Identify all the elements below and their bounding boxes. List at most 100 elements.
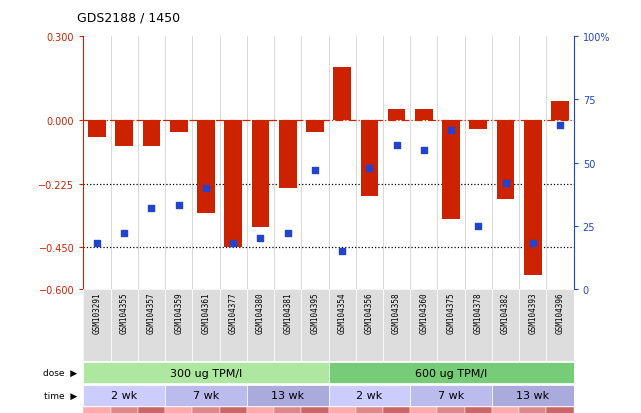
Bar [497, 121, 515, 199]
Text: GSM104393: GSM104393 [528, 291, 537, 333]
Bar [219, 407, 247, 413]
Bar [165, 407, 192, 413]
Bar [329, 407, 356, 413]
Point [364, 165, 374, 171]
Bar [88, 121, 106, 138]
Bar [465, 407, 492, 413]
Text: GSM104381: GSM104381 [283, 291, 292, 333]
Text: GSM104395: GSM104395 [310, 291, 319, 333]
Bar [192, 289, 219, 361]
Text: GSM104358: GSM104358 [392, 291, 401, 333]
Bar [356, 289, 383, 361]
Bar [438, 407, 465, 413]
Bar [83, 289, 111, 361]
Bar [251, 121, 269, 228]
Bar [219, 289, 247, 361]
Text: 13 wk: 13 wk [516, 390, 549, 401]
Bar [170, 121, 188, 132]
Point [92, 240, 102, 247]
Text: GSM104354: GSM104354 [338, 291, 347, 333]
Bar [469, 121, 487, 130]
Text: 13 wk: 13 wk [271, 390, 304, 401]
Text: GSM104359: GSM104359 [174, 291, 183, 333]
Text: GSM104380: GSM104380 [256, 291, 265, 333]
Bar [546, 289, 574, 361]
Text: GSM104375: GSM104375 [447, 291, 456, 333]
Point [501, 180, 511, 187]
Bar [519, 289, 546, 361]
Bar [138, 289, 165, 361]
Point [201, 185, 211, 192]
Text: GSM104356: GSM104356 [365, 291, 374, 333]
Bar [492, 407, 519, 413]
Bar [138, 407, 165, 413]
Bar [192, 407, 219, 413]
Text: GSM104382: GSM104382 [501, 291, 510, 333]
Bar [546, 407, 574, 413]
Bar [274, 407, 301, 413]
Bar [519, 407, 546, 413]
Bar [165, 289, 192, 361]
Text: 7 wk: 7 wk [438, 390, 464, 401]
Bar [165, 385, 247, 406]
Bar [329, 289, 356, 361]
Bar [465, 289, 492, 361]
Bar [383, 407, 410, 413]
Bar [492, 289, 519, 361]
Bar [111, 407, 138, 413]
Bar [329, 385, 410, 406]
Bar [83, 385, 165, 406]
Bar [524, 121, 542, 275]
Text: GSM104357: GSM104357 [147, 291, 156, 333]
Text: GDS2188 / 1450: GDS2188 / 1450 [77, 12, 180, 25]
Bar [388, 110, 406, 121]
Point [337, 248, 347, 254]
Bar [111, 289, 138, 361]
Bar [247, 289, 274, 361]
Bar [442, 121, 460, 219]
Bar [329, 363, 574, 383]
Bar [356, 407, 383, 413]
Bar [438, 289, 465, 361]
Text: GSM104396: GSM104396 [556, 291, 565, 333]
Point [174, 203, 184, 209]
Bar [197, 121, 215, 214]
Text: time  ▶: time ▶ [44, 391, 77, 400]
Bar [115, 121, 133, 146]
Point [446, 127, 456, 134]
Bar [551, 102, 569, 121]
Text: 600 ug TPM/l: 600 ug TPM/l [415, 368, 487, 378]
Bar [306, 121, 324, 132]
Bar [360, 121, 378, 197]
Bar [410, 289, 438, 361]
Bar [415, 110, 433, 121]
Bar [274, 289, 301, 361]
Bar [410, 385, 492, 406]
Point [228, 240, 238, 247]
Point [473, 223, 483, 230]
Bar [224, 121, 242, 247]
Point [555, 122, 565, 129]
Text: 2 wk: 2 wk [111, 390, 137, 401]
Bar [247, 407, 274, 413]
Text: GSM103291: GSM103291 [92, 291, 101, 333]
Text: dose  ▶: dose ▶ [43, 368, 77, 377]
Point [310, 167, 320, 174]
Point [255, 235, 265, 242]
Point [283, 230, 293, 237]
Bar [333, 68, 351, 121]
Text: GSM104377: GSM104377 [229, 291, 238, 333]
Text: 300 ug TPM/l: 300 ug TPM/l [170, 368, 242, 378]
Bar [492, 385, 574, 406]
Bar [279, 121, 297, 188]
Text: GSM104355: GSM104355 [120, 291, 129, 333]
Bar [83, 363, 329, 383]
Bar [301, 289, 329, 361]
Text: 2 wk: 2 wk [356, 390, 383, 401]
Point [419, 147, 429, 154]
Point [392, 142, 402, 149]
Point [528, 240, 538, 247]
Text: 7 wk: 7 wk [193, 390, 219, 401]
Bar [247, 385, 329, 406]
Text: GSM104378: GSM104378 [474, 291, 483, 333]
